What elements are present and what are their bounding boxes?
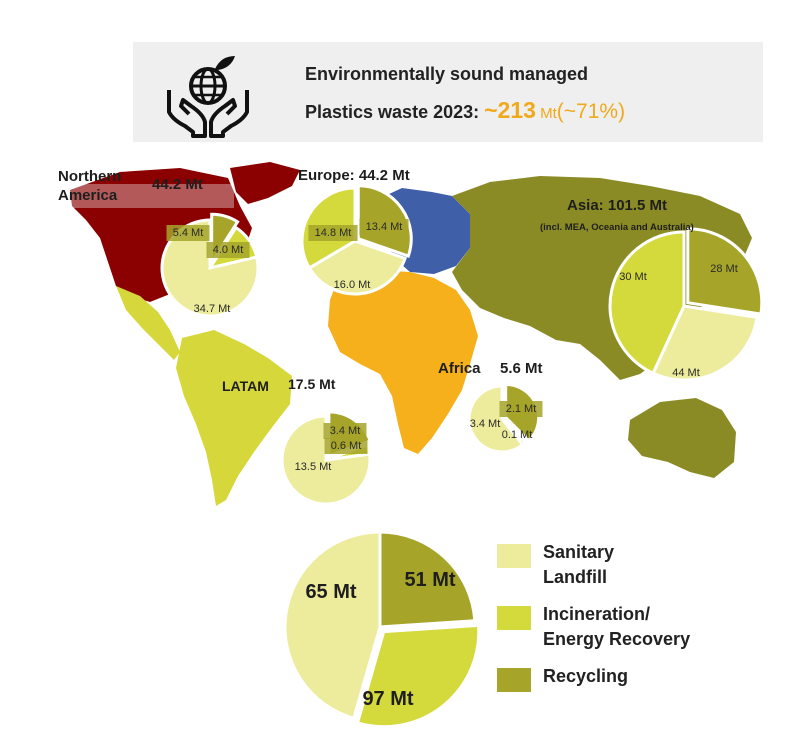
pie-slice-global-sanitary-landfill xyxy=(283,530,382,721)
region-title-asia: (incl. MEA, Oceania and Australia) xyxy=(540,222,694,233)
region-title-asia: Asia: 101.5 Mt xyxy=(567,197,667,214)
data-label-africa: 3.4 Mt xyxy=(470,418,501,430)
pie-slice-global-recycling xyxy=(378,530,477,629)
data-label-global: 65 Mt xyxy=(305,581,356,603)
data-label-africa: 0.1 Mt xyxy=(502,429,533,441)
header-total-pct: (~71%) xyxy=(556,100,626,123)
region-title-latam: LATAM xyxy=(222,378,269,394)
header-subtitle-prefix: Plastics waste 2023: xyxy=(305,102,485,122)
pie-slice-latam-sanitary-landfill xyxy=(280,414,372,506)
data-label-latam: 13.5 Mt xyxy=(295,461,332,473)
header-total-value: ~213 xyxy=(484,97,536,123)
header-subtitle: Plastics waste 2023: ~213 Mt(~71%) xyxy=(305,97,625,124)
pie-chart-northern-america: 34.7 Mt 5.4 Mt 4.0 Mt Northern America 44.2 M… xyxy=(58,168,260,318)
legend-item: Recycling xyxy=(497,664,757,722)
data-label-europe: 14.8 Mt xyxy=(315,227,352,239)
legend-swatch-incineration xyxy=(497,606,531,630)
data-label-asia: 30 Mt xyxy=(619,271,647,283)
data-label-global: 97 Mt xyxy=(362,688,413,710)
legend: Sanitary Landfill Incineration/ Energy R… xyxy=(497,540,757,722)
pie-slice-global-incineration-energy-recovery xyxy=(355,623,481,729)
pie-chart-latam: 13.5 Mt 0.6 Mt 3.4 Mt LATAM 17.5 Mt xyxy=(222,376,373,506)
data-label-africa: 2.1 Mt xyxy=(506,403,537,415)
data-label-europe: 13.4 Mt xyxy=(366,221,403,233)
pie-slice-asia-sanitary-landfill xyxy=(651,304,759,382)
data-label-asia: 44 Mt xyxy=(672,367,700,379)
region-title-northern-america: 44.2 Mt xyxy=(152,176,203,193)
pie-chart-europe: 16.0 Mt 14.8 Mt 13.4 Mt Europe: 44.2 Mt xyxy=(298,167,413,296)
legend-label: Sanitary Landfill xyxy=(543,542,615,587)
map-central-america xyxy=(116,286,180,360)
data-label-northern-america: 5.4 Mt xyxy=(173,227,204,239)
data-label-northern-america: 34.7 Mt xyxy=(194,303,231,315)
legend-item: Sanitary Landfill xyxy=(497,540,757,598)
globe-in-hands-icon xyxy=(167,56,249,138)
region-title-northern-america: Northern xyxy=(58,168,121,185)
data-label-box xyxy=(499,401,543,417)
data-label-latam: 3.4 Mt xyxy=(330,425,361,437)
data-label-box xyxy=(308,225,358,241)
pie-slice-asia-recycling xyxy=(686,227,764,316)
legend-item: Incineration/ Energy Recovery xyxy=(497,602,757,660)
map-greenland xyxy=(230,162,300,204)
legend-swatch-sanitary-landfill xyxy=(497,544,531,568)
pie-slice-asia-incineration-energy-recovery xyxy=(608,230,686,376)
region-title-africa: 5.6 Mt xyxy=(500,360,543,377)
region-title-latam: 17.5 Mt xyxy=(288,376,336,392)
world-map xyxy=(70,162,752,506)
map-oceania xyxy=(628,398,736,478)
header-title: Environmentally sound managed xyxy=(305,64,589,84)
header-banner: Environmentally sound managed Plastics w… xyxy=(133,42,763,142)
map-south-america xyxy=(176,330,292,506)
data-label-global: 51 Mt xyxy=(404,569,455,591)
legend-label: Recycling xyxy=(543,666,629,686)
data-label-latam: 0.6 Mt xyxy=(331,440,362,452)
map-africa xyxy=(328,270,478,454)
data-label-asia: 28 Mt xyxy=(710,263,738,275)
pie-chart-global: 97 Mt 65 Mt 51 Mt xyxy=(283,530,481,729)
pie-chart-asia: 30 Mt 44 Mt 28 Mt Asia: 101.5 Mt (incl. MEA,… xyxy=(540,197,764,382)
region-title-africa: Africa xyxy=(438,360,481,377)
region-title-europe: Europe: 44.2 Mt xyxy=(298,167,410,184)
data-label-europe: 16.0 Mt xyxy=(334,279,371,291)
region-title-northern-america: America xyxy=(58,187,118,204)
data-label-box xyxy=(166,225,210,241)
header-total-unit: Mt xyxy=(535,105,557,122)
data-label-box xyxy=(359,219,409,235)
legend-swatch-recycling xyxy=(497,668,531,692)
data-label-box xyxy=(206,242,250,258)
pie-chart-africa: 3.4 Mt0.1 Mt 2.1 Mt Africa 5.6 Mt xyxy=(438,360,543,454)
northern-america-title-band xyxy=(62,184,234,208)
data-label-box xyxy=(324,438,368,454)
pie-slice-africa-sanitary-landfill xyxy=(467,384,525,454)
data-label-northern-america: 4.0 Mt xyxy=(213,244,244,256)
legend-label: Incineration/ Energy Recovery xyxy=(543,604,691,649)
data-label-box xyxy=(323,423,367,439)
